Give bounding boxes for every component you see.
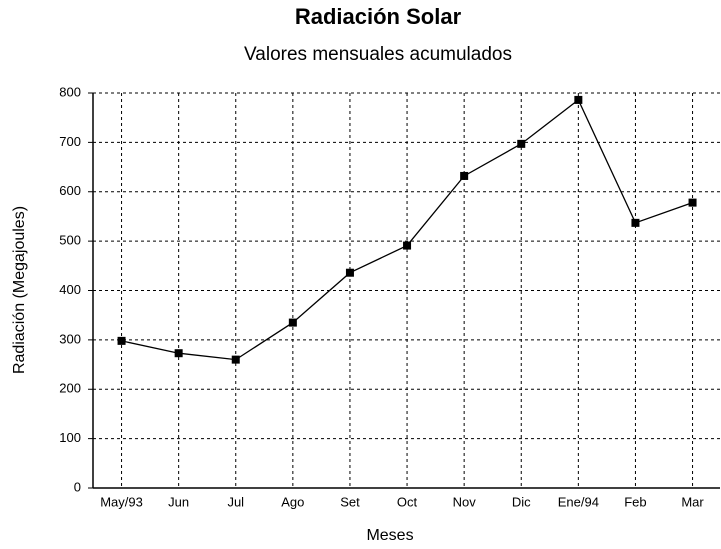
y-axis-label: Radiación (Megajoules) [11,206,28,374]
marker [574,95,583,104]
x-tick-label: May/93 [100,494,143,509]
marker [117,336,126,345]
marker [231,355,240,364]
x-tick-label: Oct [397,494,418,509]
y-tick-label: 200 [59,381,81,396]
y-tick-label: 400 [59,282,81,297]
y-tick-label: 500 [59,233,81,248]
x-tick-label: Feb [624,494,646,509]
y-tick-label: 100 [59,430,81,445]
y-tick-label: 800 [59,84,81,99]
marker [345,268,354,277]
marker [174,349,183,358]
x-tick-label: Set [340,494,360,509]
x-tick-label: Dic [512,494,531,509]
x-axis-label: Meses [366,527,413,544]
line [121,98,693,361]
x-tick-label: Nov [453,494,477,509]
x-tick-label: Ago [281,494,304,509]
y-tick-label: 0 [74,479,81,494]
chart-title: Radiación Solar [295,4,462,29]
x-tick-label: Mar [681,494,704,509]
marker [288,318,297,327]
x-tick-label: Jul [227,494,244,509]
y-tick-label: 300 [59,331,81,346]
x-tick-label: Ene/94 [558,494,599,509]
marker [631,218,640,227]
y-tick-label: 600 [59,183,81,198]
marker [460,171,469,180]
marker [403,241,412,250]
chart-subtitle: Valores mensuales acumulados [244,44,512,65]
marker [517,139,526,148]
x-tick-label: Jun [168,494,189,509]
y-tick-label: 700 [59,134,81,149]
marker [688,198,697,207]
